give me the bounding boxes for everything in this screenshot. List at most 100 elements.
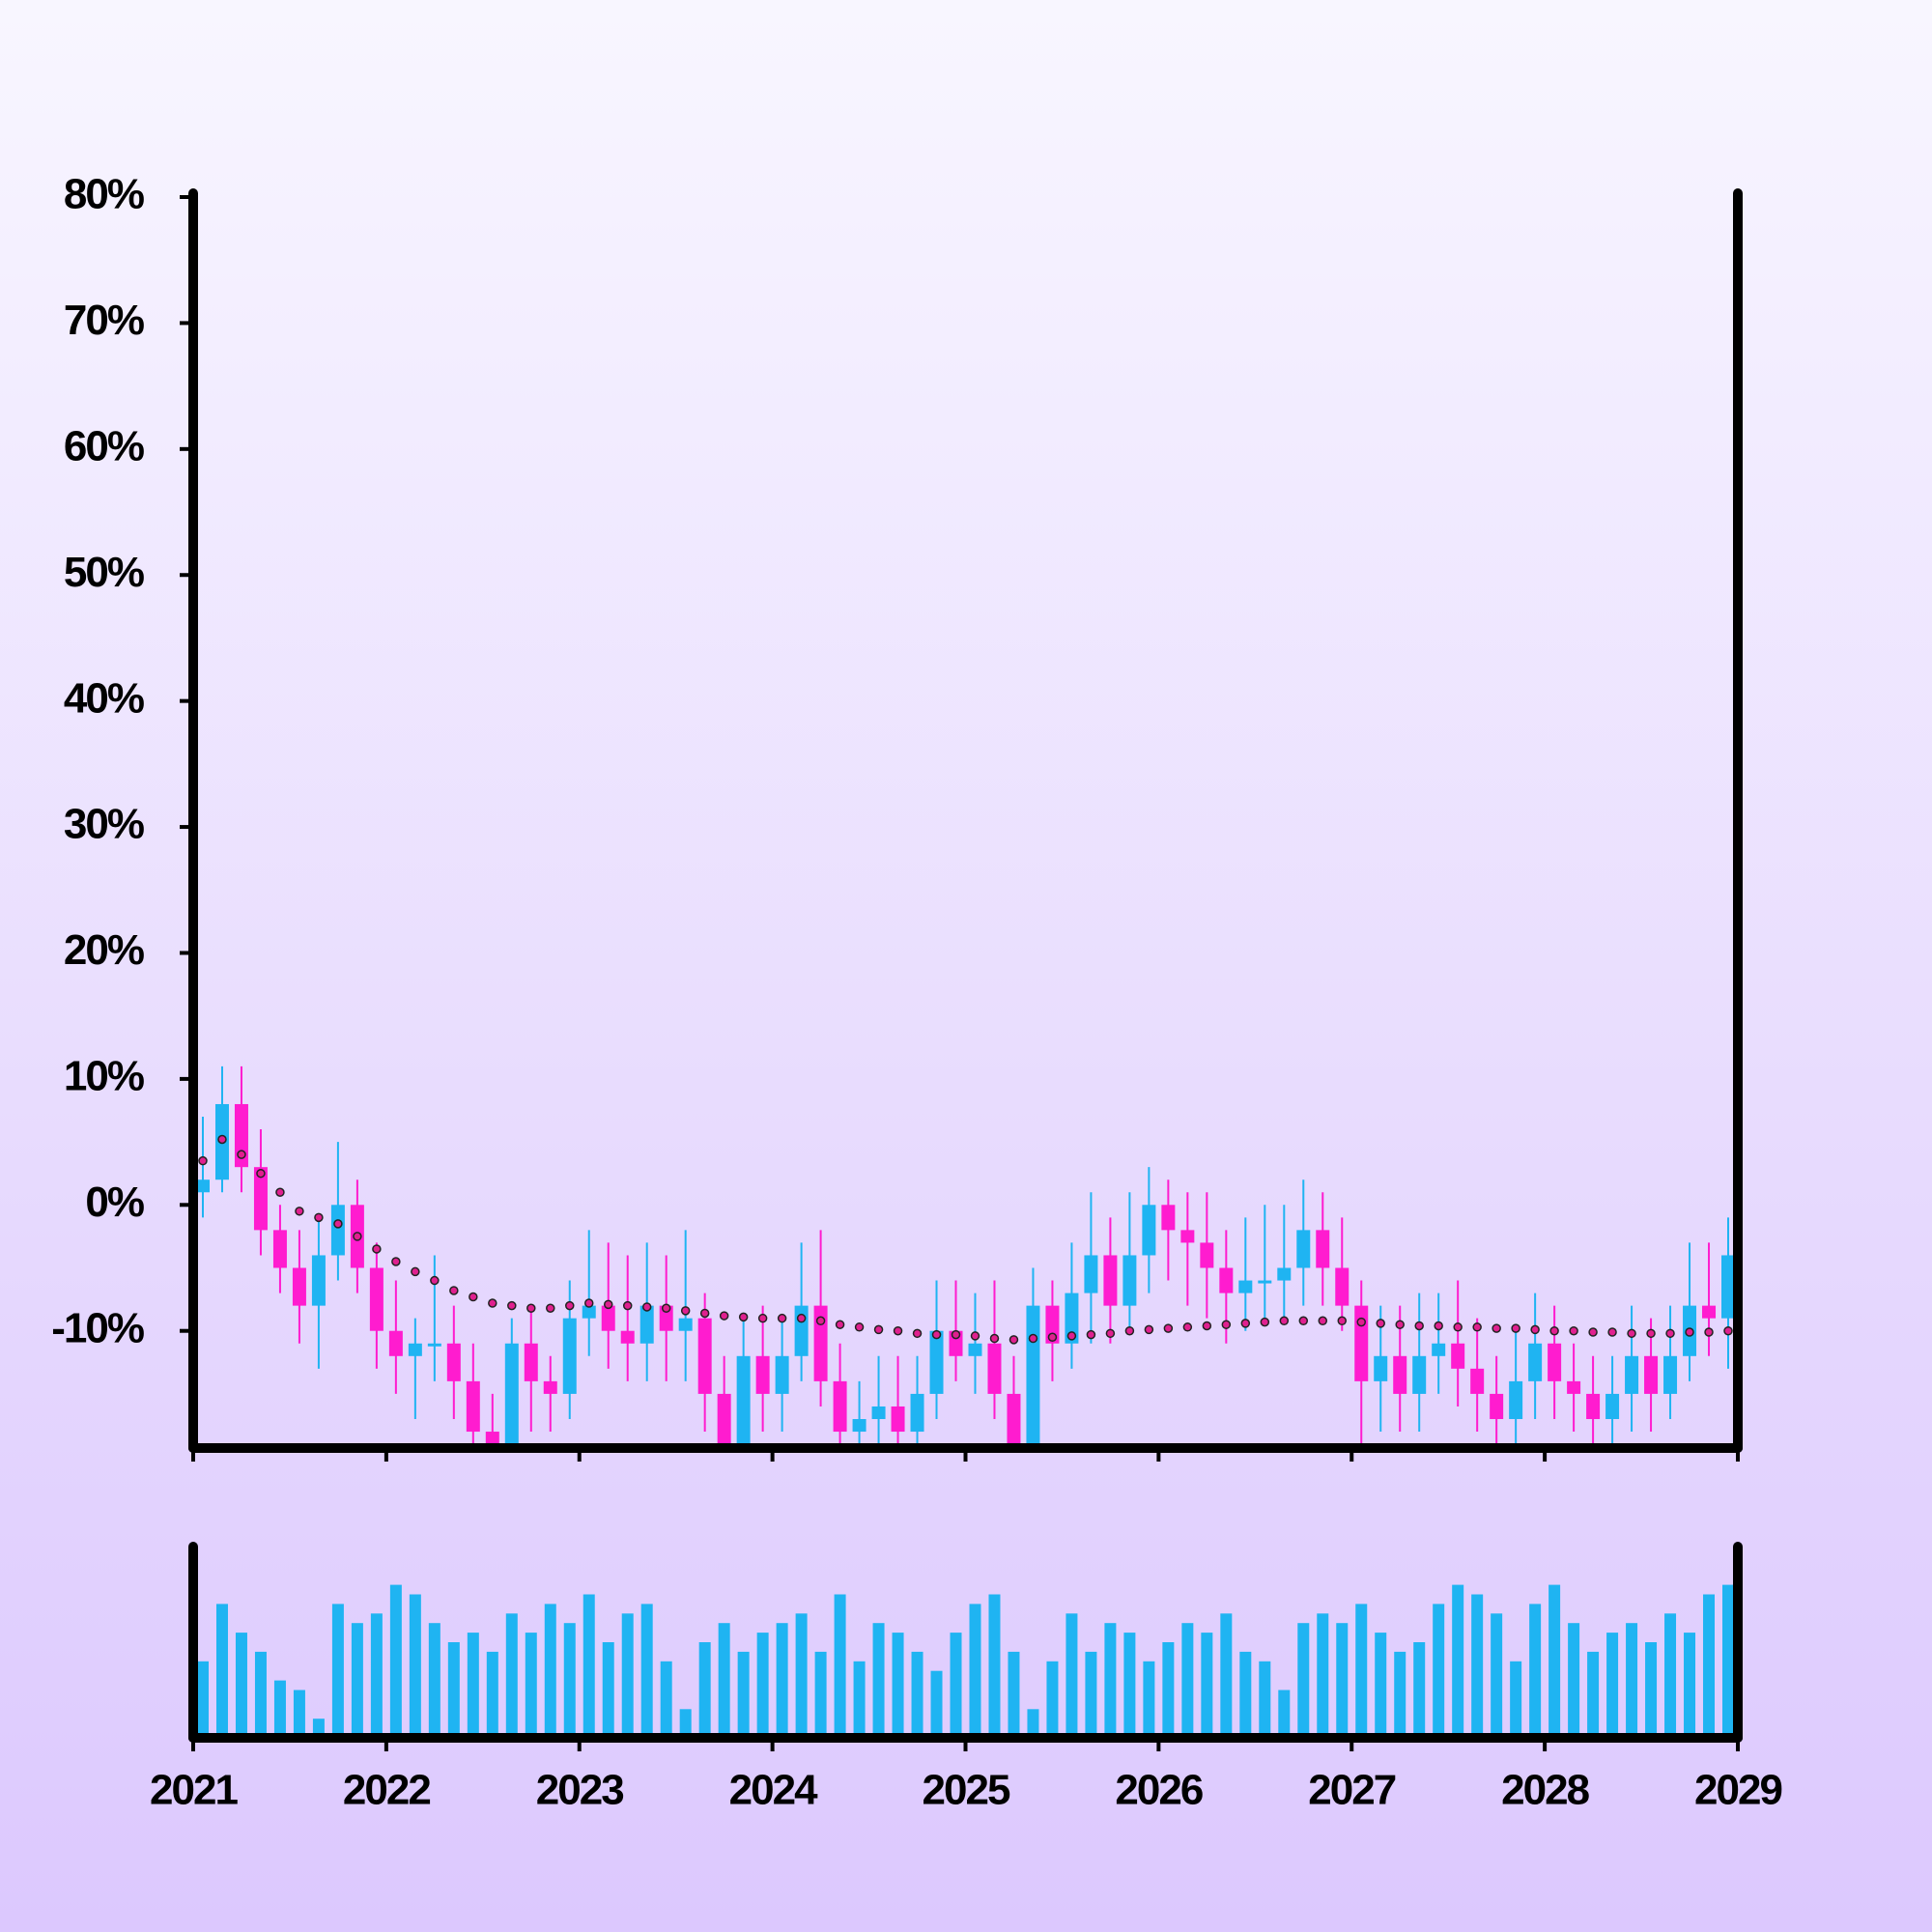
- moving-average-point: [353, 1232, 362, 1241]
- candle-body: [1258, 1280, 1272, 1284]
- y-tick-label: 50%: [64, 549, 144, 596]
- candle-body: [891, 1406, 905, 1433]
- volume-bar: [273, 1680, 286, 1738]
- moving-average-point: [699, 1308, 710, 1319]
- y-tick-label: 60%: [64, 422, 144, 469]
- candle-body: [466, 1380, 480, 1433]
- candle-body: [1451, 1343, 1465, 1369]
- moving-average-point: [1144, 1324, 1154, 1335]
- volume-bar: [1684, 1633, 1696, 1738]
- volume-bar: [1722, 1584, 1735, 1738]
- candle-body: [253, 1167, 268, 1231]
- volume-bar: [1085, 1651, 1097, 1738]
- moving-average-point: [295, 1207, 304, 1216]
- candle-body: [388, 1330, 403, 1356]
- y-tick-label: 0%: [85, 1179, 143, 1226]
- candle-body: [1605, 1393, 1620, 1420]
- candle-body: [195, 1179, 210, 1193]
- volume-bar: [1510, 1661, 1522, 1738]
- moving-average-point: [854, 1322, 865, 1332]
- volume-bar: [776, 1623, 788, 1738]
- candle-body: [1026, 1305, 1040, 1448]
- candle-body: [620, 1330, 635, 1344]
- x-tick-label: 2026: [1115, 1767, 1202, 1814]
- candle-body: [311, 1255, 326, 1306]
- y-tick-label: 10%: [64, 1053, 144, 1100]
- volume-bar: [1587, 1651, 1600, 1738]
- candle-body: [369, 1267, 384, 1331]
- candle-body: [582, 1305, 596, 1319]
- moving-average-point: [469, 1292, 478, 1302]
- volume-bar: [1259, 1661, 1271, 1738]
- moving-average-point: [1260, 1317, 1270, 1327]
- candle-body: [794, 1305, 809, 1356]
- candle-body: [446, 1343, 461, 1381]
- moving-average-point: [198, 1155, 208, 1166]
- volume-bar: [756, 1633, 769, 1738]
- moving-average-point: [488, 1298, 497, 1308]
- volume-bar: [834, 1594, 846, 1738]
- x-tick-label: 2024: [729, 1767, 818, 1814]
- moving-average-point: [777, 1313, 787, 1323]
- volume-bar: [698, 1642, 711, 1738]
- moving-average-point: [1163, 1323, 1174, 1333]
- candle-body: [678, 1318, 693, 1331]
- moving-average-point: [1395, 1320, 1405, 1329]
- volume-bar: [428, 1623, 440, 1738]
- volume-bar: [1181, 1623, 1194, 1738]
- volume-bar: [254, 1651, 267, 1738]
- volume-bar: [409, 1594, 421, 1738]
- moving-average-point: [835, 1320, 845, 1329]
- volume-bar: [872, 1623, 885, 1738]
- moving-average-point: [641, 1302, 652, 1312]
- volume-bar: [1355, 1604, 1368, 1738]
- candle-body: [1374, 1355, 1388, 1381]
- volume-bar: [737, 1651, 750, 1738]
- volume-bar: [1317, 1613, 1329, 1738]
- volume-bar: [1162, 1642, 1175, 1738]
- moving-average-point: [796, 1313, 807, 1323]
- candle-body: [1432, 1343, 1446, 1356]
- volume-bar: [1491, 1613, 1503, 1738]
- candle-body: [813, 1305, 828, 1381]
- moving-average-point: [757, 1313, 768, 1323]
- volume-bar: [370, 1613, 383, 1738]
- moving-average-point: [738, 1312, 749, 1322]
- x-tick-label: 2027: [1308, 1767, 1395, 1814]
- candle-body: [1007, 1393, 1021, 1448]
- volume-bar: [1027, 1709, 1039, 1738]
- moving-average-point: [526, 1303, 536, 1313]
- candle-body: [601, 1305, 615, 1331]
- candle-body: [1567, 1380, 1581, 1394]
- moving-average-point: [391, 1257, 401, 1266]
- volume-bar: [1336, 1623, 1349, 1738]
- volume-bar: [351, 1623, 363, 1738]
- candle-body: [1548, 1343, 1562, 1381]
- volume-bar: [892, 1633, 904, 1738]
- moving-average-point: [1337, 1316, 1348, 1326]
- candle-body: [987, 1343, 1002, 1394]
- volume-bar: [621, 1613, 634, 1738]
- volume-bar: [795, 1613, 808, 1738]
- volume-bar: [447, 1642, 460, 1738]
- candle-body: [929, 1330, 944, 1394]
- candle-body: [1644, 1355, 1659, 1394]
- y-tick-label: 30%: [64, 801, 144, 848]
- moving-average-point: [1240, 1319, 1251, 1328]
- candle-body: [1586, 1393, 1601, 1420]
- candle-body: [543, 1380, 557, 1394]
- moving-average-point: [603, 1299, 613, 1310]
- candle-body: [775, 1355, 789, 1394]
- moving-average-point: [1588, 1327, 1598, 1337]
- moving-average-point: [1665, 1328, 1675, 1339]
- candle-body: [1296, 1230, 1311, 1268]
- volume-bar: [1104, 1623, 1117, 1738]
- volume-bar: [1664, 1613, 1677, 1738]
- moving-average-point: [1453, 1322, 1463, 1332]
- volume-bar: [1626, 1623, 1638, 1738]
- volume-bar: [1220, 1613, 1233, 1738]
- candle-body: [1528, 1343, 1543, 1381]
- candle-body: [504, 1343, 519, 1448]
